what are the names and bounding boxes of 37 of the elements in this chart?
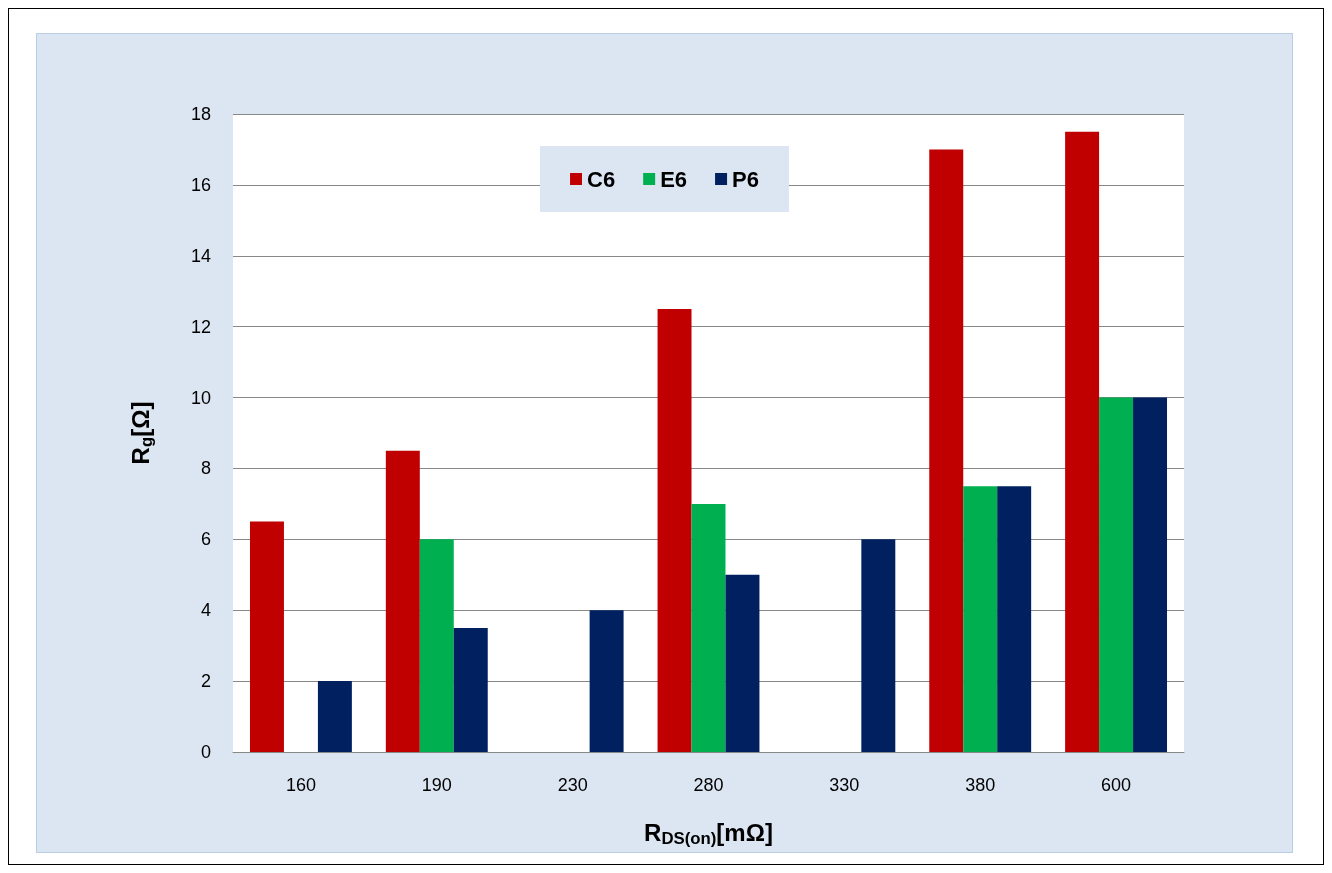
y-tick-label: 6 [200,529,211,550]
bar [725,574,760,752]
x-tick-label: 160 [285,775,316,795]
bar [1065,131,1100,752]
bar [385,450,420,752]
bar [317,681,352,752]
y-tick-label: 8 [200,458,211,479]
bar [963,486,998,752]
legend-label: E6 [660,166,688,192]
bar [657,308,692,752]
y-tick-label: 0 [200,742,211,762]
bar [929,149,964,752]
bar [691,503,726,752]
bar [589,610,624,752]
x-tick-label: 600 [1101,775,1132,795]
x-tick-label: 330 [829,775,860,795]
bar [1133,397,1168,752]
y-tick-label: 2 [200,671,211,692]
x-tick-label: 190 [421,775,452,795]
legend-label: C6 [587,166,616,192]
bar [249,521,284,752]
y-tick-label: 14 [190,245,211,266]
y-tick-label: 10 [190,387,211,408]
y-tick-label: 12 [190,316,211,337]
bar [861,539,896,752]
y-tick-label: 4 [200,600,211,621]
y-axis-title: Rg[Ω] [127,401,156,465]
x-tick-label: 280 [693,775,724,795]
y-tick-label: 16 [190,174,211,195]
x-tick-label: 380 [965,775,996,795]
x-tick-label: 230 [557,775,588,795]
bar [419,539,454,752]
bar [453,627,488,752]
legend-label: P6 [732,166,759,192]
y-tick-label: 18 [190,104,211,124]
bar [1099,397,1134,752]
bar [997,486,1032,752]
